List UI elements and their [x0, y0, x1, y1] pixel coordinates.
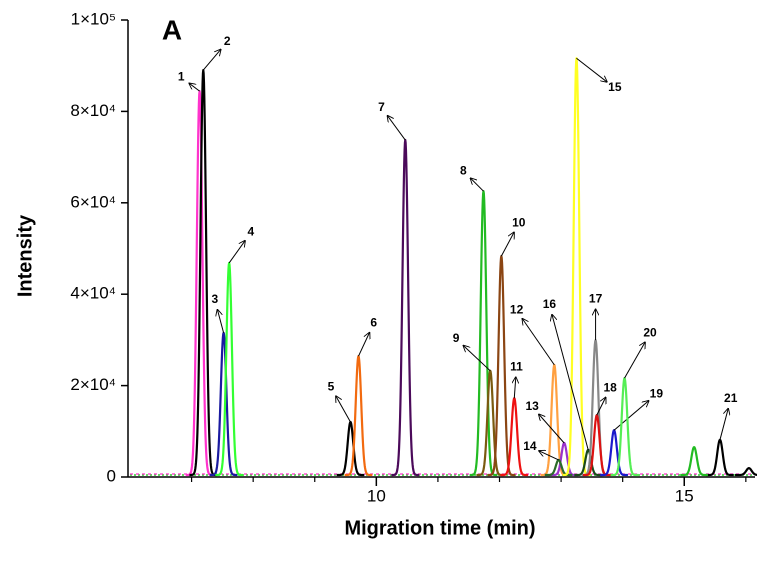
- peak: [544, 458, 574, 477]
- peak: [679, 446, 709, 477]
- peak: [599, 429, 629, 477]
- peak-arrow: [613, 401, 649, 431]
- peak: [343, 355, 374, 477]
- y-tick-label: 6×10⁴: [70, 192, 116, 211]
- peak-label: 21: [724, 391, 738, 405]
- y-tick-label: 4×10⁴: [70, 284, 116, 303]
- peak-label: 16: [543, 297, 557, 311]
- peak-label: 3: [211, 292, 218, 306]
- x-tick-label: 10: [367, 486, 386, 505]
- peak-label: 4: [248, 225, 255, 239]
- peak: [734, 467, 757, 477]
- peak-label: 12: [510, 303, 524, 317]
- peak: [486, 255, 516, 477]
- peak-label: 2: [224, 34, 231, 48]
- peak-label: 9: [453, 331, 460, 345]
- y-tick-label: 0: [107, 466, 116, 485]
- peak-arrow: [624, 342, 646, 379]
- peak-arrow: [463, 346, 491, 372]
- peak-arrow: [539, 414, 565, 444]
- peak-arrow: [596, 397, 606, 416]
- peak-arrow: [387, 116, 406, 141]
- peak-arrow: [228, 241, 245, 264]
- peak-label: 19: [650, 386, 664, 400]
- peak-label: 8: [460, 163, 467, 177]
- peak-label: 11: [510, 359, 523, 373]
- peak-label: 7: [378, 100, 385, 114]
- peak-label: 18: [603, 381, 617, 395]
- peak-arrow: [539, 451, 559, 461]
- y-tick-label: 8×10⁴: [70, 101, 116, 120]
- x-tick-label: 15: [675, 486, 694, 505]
- peak: [335, 420, 366, 477]
- chart-title: A: [162, 14, 182, 45]
- peak-label: 13: [526, 399, 540, 413]
- peak-arrow: [522, 319, 555, 366]
- peak: [561, 57, 592, 477]
- peak-arrow: [202, 49, 220, 71]
- x-axis-title: Migration time (min): [344, 517, 535, 539]
- peak-arrow: [189, 83, 200, 92]
- peak: [390, 138, 420, 477]
- peak: [573, 448, 603, 477]
- peak-label: 10: [512, 216, 526, 230]
- peak-arrow: [217, 310, 225, 334]
- peak-label: 15: [608, 80, 622, 94]
- peak-arrow: [336, 396, 351, 423]
- y-tick-label: 2×10⁴: [70, 375, 116, 394]
- peak-label: 17: [589, 291, 603, 305]
- y-axis-title: Intensity: [14, 214, 36, 297]
- peak-arrow: [719, 409, 728, 440]
- peak-arrow: [470, 178, 484, 192]
- peak-arrow: [514, 377, 516, 399]
- peak-arrow: [576, 57, 606, 82]
- peak-arrow: [358, 333, 369, 357]
- peak-arrow: [500, 232, 514, 257]
- peak-label: 20: [643, 326, 657, 340]
- peak: [549, 441, 579, 477]
- peak-label: 6: [370, 316, 377, 330]
- peak-label: 14: [523, 439, 537, 453]
- peak: [705, 438, 735, 477]
- peak-arrow: [552, 315, 589, 450]
- peak-label: 1: [178, 69, 185, 83]
- y-tick-label: 1×10⁵: [71, 9, 116, 28]
- peak: [609, 377, 640, 477]
- peak-label: 5: [328, 380, 335, 394]
